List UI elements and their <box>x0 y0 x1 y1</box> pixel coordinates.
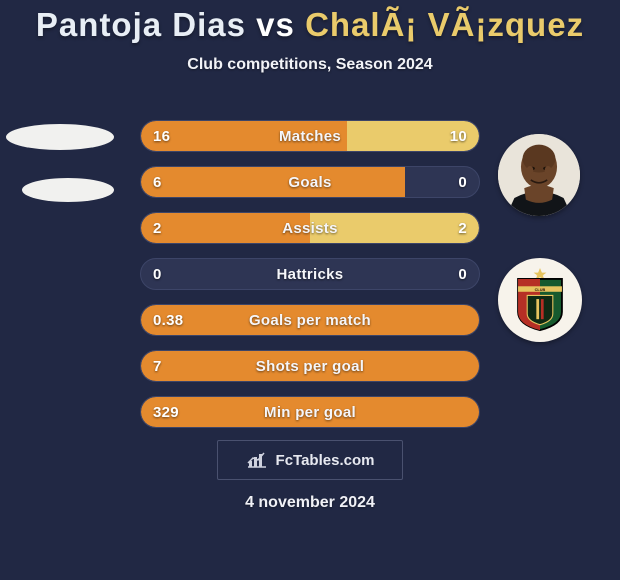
stat-value-right: 10 <box>450 121 467 151</box>
stat-value-left: 16 <box>153 121 170 151</box>
subtitle: Club competitions, Season 2024 <box>0 56 620 74</box>
player2-avatar-svg <box>498 134 580 216</box>
stat-value-left: 0 <box>153 259 162 289</box>
stat-value-left: 0.38 <box>153 305 183 335</box>
brand-chart-icon <box>246 451 268 469</box>
stat-label: Goals <box>141 167 479 197</box>
stat-label: Hattricks <box>141 259 479 289</box>
player2-name: ChalÃ¡ VÃ¡zquez <box>305 6 584 43</box>
brand-label: FcTables.com <box>276 452 375 469</box>
stat-value-left: 329 <box>153 397 179 427</box>
stat-row: Shots per goal7 <box>140 350 480 382</box>
stat-label: Goals per match <box>141 305 479 335</box>
stat-row: Matches16 10 <box>140 120 480 152</box>
stat-value-right: 0 <box>458 259 467 289</box>
stat-row: Goals6 0 <box>140 166 480 198</box>
stats-container: Matches1610Goals60Assists22Hattricks00Go… <box>140 120 480 442</box>
comparison-date: 4 november 2024 <box>0 494 620 512</box>
stat-value-left: 2 <box>153 213 162 243</box>
comparison-title: Pantoja Dias vs ChalÃ¡ VÃ¡zquez <box>0 0 620 44</box>
stat-value-right: 0 <box>458 167 467 197</box>
player2-avatar <box>498 134 580 216</box>
stat-value-left: 7 <box>153 351 162 381</box>
brand-tag[interactable]: FcTables.com <box>217 440 403 480</box>
stat-row: Min per goal329 <box>140 396 480 428</box>
stat-label: Shots per goal <box>141 351 479 381</box>
player1-avatar-placeholder-1 <box>6 124 114 150</box>
stat-value-right: 2 <box>458 213 467 243</box>
player1-name: Pantoja Dias <box>36 6 246 43</box>
stat-row: Assists2 2 <box>140 212 480 244</box>
stat-label: Assists <box>141 213 479 243</box>
player2-club-badge: CLUB <box>498 258 582 342</box>
stat-row: Goals per match0.38 <box>140 304 480 336</box>
player1-avatar-placeholder-2 <box>22 178 114 202</box>
stat-label: Matches <box>141 121 479 151</box>
stat-label: Min per goal <box>141 397 479 427</box>
club-badge-svg: CLUB <box>512 268 568 332</box>
stat-value-left: 6 <box>153 167 162 197</box>
title-vs: vs <box>256 6 295 43</box>
stat-row: Hattricks0 0 <box>140 258 480 290</box>
svg-text:CLUB: CLUB <box>535 288 546 292</box>
